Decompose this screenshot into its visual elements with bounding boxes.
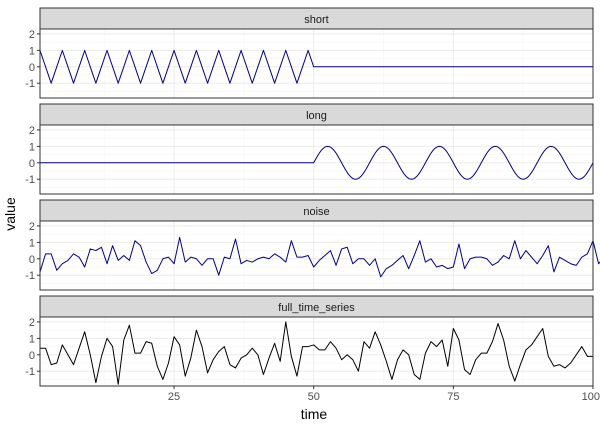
y-tick-label: 0 [29,254,35,266]
y-tick-label: 2 [29,125,35,137]
y-tick-label: 1 [29,141,35,153]
x-tick-label: 25 [168,391,180,403]
series-line-long [40,145,594,180]
series-line-short [39,49,593,84]
y-tick-label: 2 [29,317,35,329]
x-axis-title: time [301,406,328,422]
y-tick-label: -1 [25,270,35,282]
series-line-full-time-series [40,321,593,385]
panel-border [39,220,594,291]
y-axis-title: value [2,197,18,231]
y-tick-label: -1 [25,174,35,186]
x-tick-label: 50 [308,391,320,403]
facet-strip-label: short [304,14,328,26]
y-tick-label: 1 [29,45,35,57]
facet-noise: noise -1 0 1 2 [25,199,600,291]
y-tick-label: 0 [29,158,35,170]
x-tick-label: 75 [447,391,459,403]
facet-strip-label: full_time_series [278,302,355,314]
y-tick-label: 2 [29,221,35,233]
facet-short: short -1 0 1 2 [25,7,594,99]
facet-panels: short-1012long-1012noise-1012full_time_s… [25,7,600,387]
panel-border [39,316,594,387]
facet-full-time-series: full_time_series -1 0 1 2 [25,295,594,387]
panel-border [39,124,594,195]
series-line-noise [39,236,600,278]
x-tick-label: 100 [582,391,600,403]
y-tick-label: 0 [29,62,35,74]
y-tick-label: 0 [29,350,35,362]
y-tick-label: -1 [25,366,35,378]
y-tick-label: 1 [29,333,35,345]
facet-strip-label: long [306,110,327,122]
facet-long: long -1 0 1 2 [25,103,594,195]
y-tick-label: 2 [29,29,35,41]
y-tick-label: -1 [25,78,35,90]
facet-strip-label: noise [303,206,329,218]
y-tick-label: 1 [29,237,35,249]
panel-border [39,28,594,99]
x-axis: 25 50 75 100 [168,386,600,403]
